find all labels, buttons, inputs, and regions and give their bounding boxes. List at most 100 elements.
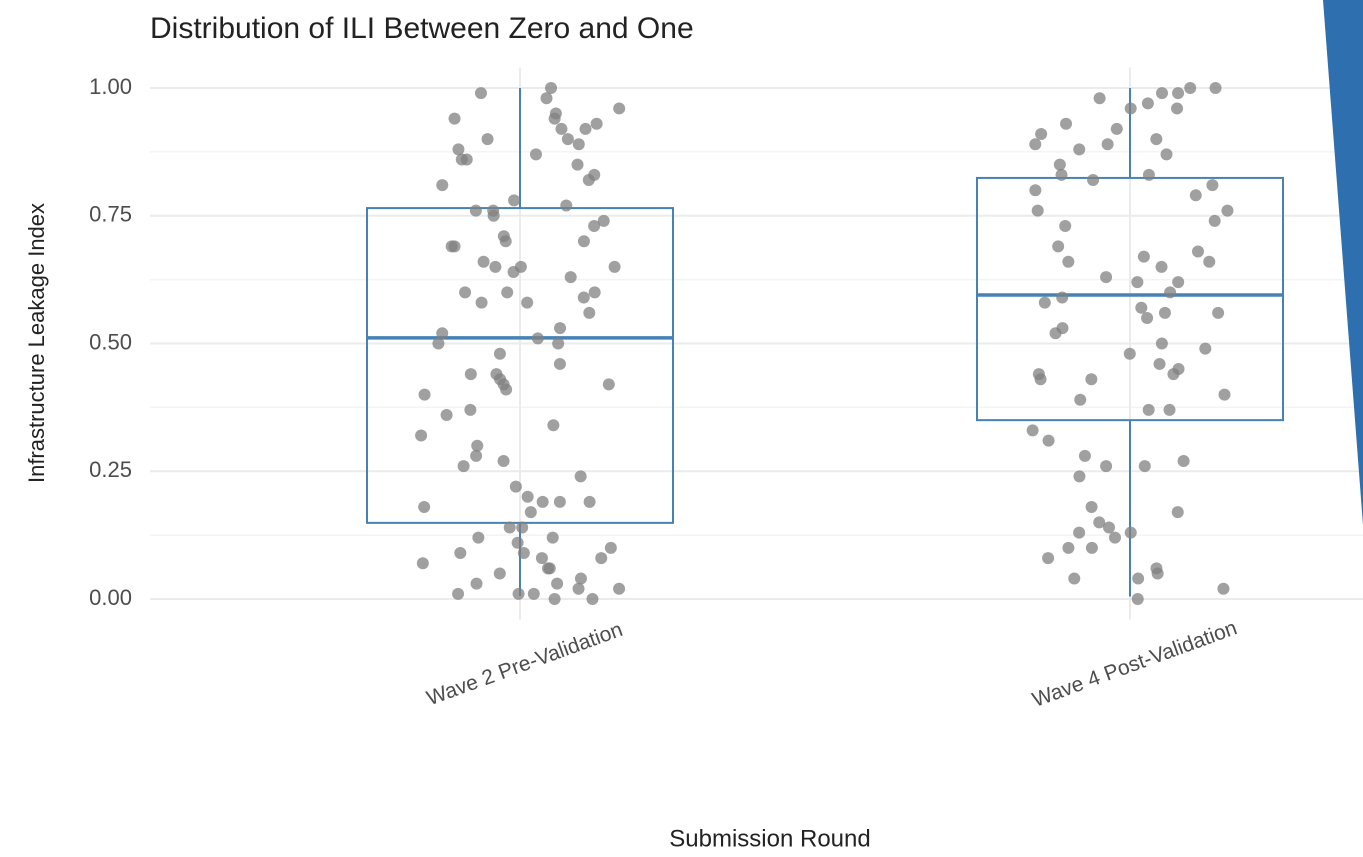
- point: [497, 455, 510, 468]
- point: [503, 521, 516, 534]
- point: [1151, 567, 1164, 580]
- point: [1150, 133, 1163, 146]
- point: [454, 547, 467, 560]
- point: [608, 260, 621, 273]
- point: [1124, 102, 1137, 115]
- point: [1042, 434, 1055, 447]
- point: [543, 562, 556, 575]
- point: [572, 138, 585, 151]
- point: [1171, 102, 1184, 115]
- point: [1177, 455, 1190, 468]
- point: [1055, 168, 1068, 181]
- point: [1108, 531, 1121, 544]
- point: [1073, 143, 1086, 156]
- point: [561, 133, 574, 146]
- y-tick-label: 0.75: [89, 202, 132, 227]
- point: [1132, 572, 1145, 585]
- point: [1100, 460, 1113, 473]
- point: [464, 368, 477, 381]
- point: [1123, 347, 1136, 360]
- point: [571, 158, 584, 171]
- x-tick-label: Wave 2 Pre-Validation: [424, 618, 626, 710]
- point: [1078, 449, 1091, 462]
- point: [499, 235, 512, 248]
- point: [553, 357, 566, 370]
- point: [1068, 572, 1081, 585]
- point: [540, 92, 553, 105]
- point: [493, 567, 506, 580]
- point: [452, 587, 465, 600]
- point: [487, 209, 500, 222]
- point: [517, 547, 530, 560]
- point: [583, 306, 596, 319]
- point: [1034, 373, 1047, 386]
- point: [586, 593, 599, 605]
- point: [572, 582, 585, 595]
- point: [1138, 460, 1151, 473]
- point: [516, 521, 529, 534]
- point: [1218, 388, 1231, 401]
- point: [560, 199, 573, 212]
- point: [1073, 470, 1086, 483]
- point: [471, 439, 484, 452]
- x-axis-title: Submission Round: [669, 825, 870, 852]
- point: [1189, 189, 1202, 202]
- point: [507, 265, 520, 278]
- point: [554, 322, 567, 335]
- point: [590, 117, 603, 130]
- point: [1171, 506, 1184, 519]
- point: [1062, 541, 1075, 554]
- point: [1135, 301, 1148, 314]
- point: [416, 557, 429, 570]
- point: [577, 291, 590, 304]
- point: [469, 204, 482, 217]
- point: [552, 337, 565, 350]
- point: [521, 296, 534, 309]
- point: [1199, 342, 1212, 355]
- point: [1153, 357, 1166, 370]
- point: [501, 286, 514, 299]
- point: [555, 122, 568, 135]
- point: [564, 271, 577, 284]
- point: [535, 552, 548, 565]
- point: [579, 122, 592, 135]
- point: [1172, 87, 1185, 100]
- point: [464, 403, 477, 416]
- point: [1056, 291, 1069, 304]
- point: [436, 179, 449, 192]
- point: [602, 378, 615, 391]
- point: [455, 153, 468, 166]
- point: [1029, 138, 1042, 151]
- point: [472, 531, 485, 544]
- point: [1110, 122, 1123, 135]
- point: [588, 286, 601, 299]
- y-tick-label: 0.25: [89, 457, 132, 482]
- point: [1038, 296, 1051, 309]
- point: [1100, 271, 1113, 284]
- point: [508, 194, 521, 207]
- point: [536, 495, 549, 508]
- point: [1221, 204, 1234, 217]
- point: [457, 460, 470, 473]
- point: [1060, 117, 1073, 130]
- point: [1141, 97, 1154, 110]
- point: [1131, 593, 1144, 605]
- point: [1158, 306, 1171, 319]
- point: [1191, 245, 1204, 258]
- point: [489, 260, 502, 273]
- point: [415, 429, 428, 442]
- point: [1029, 184, 1042, 197]
- point: [1124, 526, 1137, 539]
- point: [547, 419, 560, 432]
- point: [1142, 168, 1155, 181]
- point: [1131, 276, 1144, 289]
- y-tick-label: 0.50: [89, 329, 132, 354]
- point: [1203, 255, 1216, 268]
- point: [521, 490, 534, 503]
- point: [511, 536, 524, 549]
- point: [500, 383, 513, 396]
- point: [418, 388, 431, 401]
- point: [1155, 260, 1168, 273]
- point: [509, 480, 522, 493]
